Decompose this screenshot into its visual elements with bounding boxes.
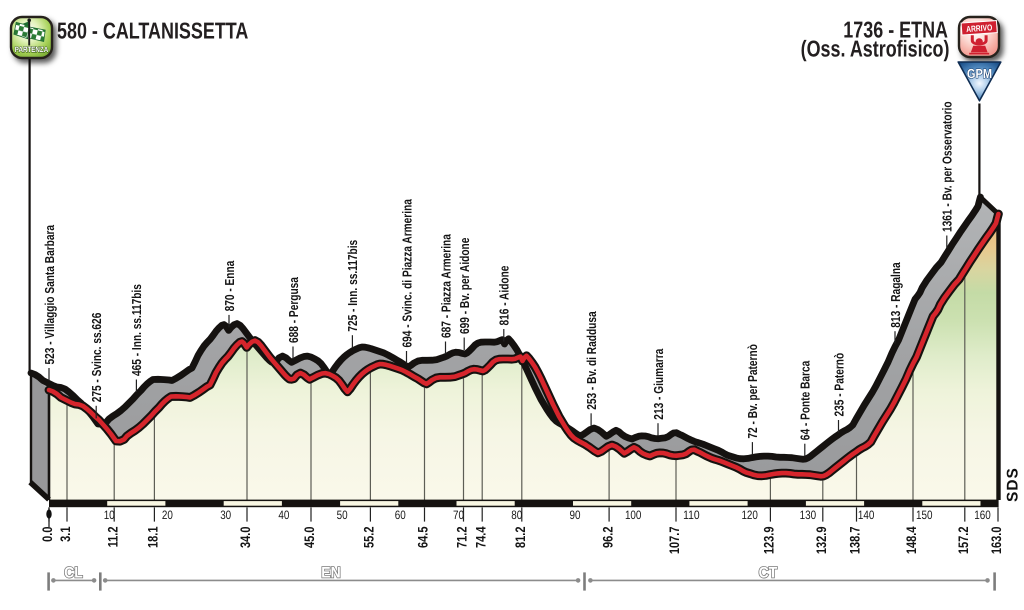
svg-text:55.2: 55.2 [362,526,377,548]
svg-text:163.0: 163.0 [989,526,1004,554]
svg-text:813 - Ragalna: 813 - Ragalna [888,262,903,328]
svg-text:SDS: SDS [1005,467,1022,502]
svg-text:40: 40 [278,508,289,522]
svg-text:18.1: 18.1 [146,526,161,548]
svg-text:70: 70 [453,508,464,522]
svg-text:687 - Piazza Armerina: 687 - Piazza Armerina [438,234,453,338]
svg-text:140: 140 [858,508,875,522]
svg-text:0.0: 0.0 [40,526,55,542]
svg-text:ARRIVO: ARRIVO [966,22,993,34]
svg-text:34.0: 34.0 [238,526,253,548]
svg-text:20: 20 [162,508,173,522]
svg-text:90: 90 [570,508,581,522]
svg-text:110: 110 [683,508,700,522]
svg-text:80: 80 [511,508,522,522]
svg-text:30: 30 [220,508,231,522]
svg-text:523 - Villaggio Santa Barbara: 523 - Villaggio Santa Barbara [42,224,57,364]
svg-text:275 - Svinc. ss.626: 275 - Svinc. ss.626 [89,313,104,403]
svg-text:699 - Bv. per Aidone: 699 - Bv. per Aidone [457,238,472,334]
svg-text:725 - Inn. ss.117bis: 725 - Inn. ss.117bis [345,240,360,332]
svg-text:130: 130 [800,508,817,522]
svg-text:1361 - Bv. per Osservatorio: 1361 - Bv. per Osservatorio [940,101,955,232]
svg-text:123.9: 123.9 [762,526,777,554]
svg-text:74.4: 74.4 [473,526,488,548]
svg-text:870 - Enna: 870 - Enna [222,260,237,311]
svg-text:100: 100 [625,508,642,522]
svg-text:96.2: 96.2 [600,526,615,548]
svg-text:253 - Bv. di Raddusa: 253 - Bv. di Raddusa [584,311,599,410]
svg-text:688 - Pergusa: 688 - Pergusa [286,276,301,343]
svg-text:120: 120 [741,508,758,522]
svg-text:GPM: GPM [967,66,992,81]
svg-text:148.4: 148.4 [904,526,919,554]
svg-text:160: 160 [974,508,991,522]
svg-text:PARTENZA: PARTENZA [15,45,49,54]
svg-text:235 - Paternò: 235 - Paternò [831,353,846,417]
svg-text:157.2: 157.2 [956,526,971,554]
svg-text:64 - Ponte Barca: 64 - Ponte Barca [798,360,813,440]
svg-text:213 - Giumarra: 213 - Giumarra [651,348,666,420]
svg-text:72 - Bv. per Paternò: 72 - Bv. per Paternò [745,344,760,439]
svg-text:10: 10 [104,508,115,522]
svg-text:EN: EN [321,565,340,582]
svg-text:60: 60 [395,508,406,522]
svg-text:CL: CL [64,565,83,582]
svg-text:1736 - ETNA: 1736 - ETNA [843,17,948,43]
svg-text:150: 150 [916,508,933,522]
svg-text:580 - CALTANISSETTA: 580 - CALTANISSETTA [57,18,248,44]
svg-text:107.7: 107.7 [667,526,682,554]
svg-text:64.5: 64.5 [416,526,431,548]
svg-text:(Oss. Astrofisico): (Oss. Astrofisico) [801,36,950,62]
svg-text:50: 50 [337,508,348,522]
svg-text:138.7: 138.7 [848,526,863,554]
svg-text:465 - Inn. ss.117bis: 465 - Inn. ss.117bis [129,284,144,376]
svg-text:45.0: 45.0 [302,526,317,548]
svg-text:11.2: 11.2 [105,526,120,547]
svg-text:81.2: 81.2 [513,526,528,548]
svg-text:816 - Aidone: 816 - Aidone [497,266,512,326]
svg-text:71.2: 71.2 [455,526,470,548]
svg-text:CT: CT [759,565,778,582]
svg-text:132.9: 132.9 [814,526,829,554]
svg-text:694 - Svinc. di Piazza Armerin: 694 - Svinc. di Piazza Armerina [399,198,414,347]
svg-text:3.1: 3.1 [58,526,73,542]
